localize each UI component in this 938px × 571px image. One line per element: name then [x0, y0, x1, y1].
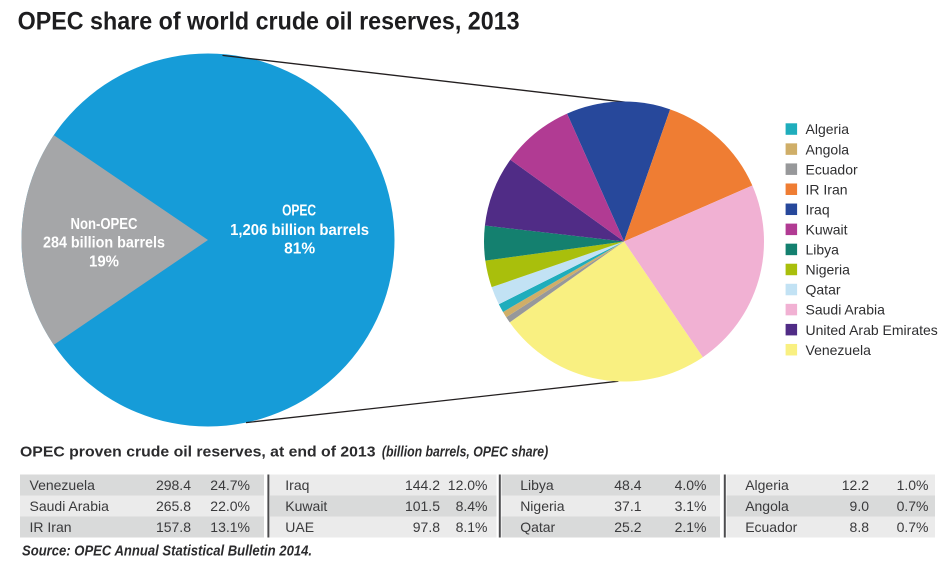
svg-text:9.0: 9.0 — [850, 498, 870, 514]
svg-text:Kuwait: Kuwait — [285, 498, 327, 514]
svg-text:298.4: 298.4 — [156, 477, 191, 493]
svg-text:25.2: 25.2 — [614, 519, 641, 535]
svg-text:United Arab Emirates: United Arab Emirates — [806, 322, 938, 338]
svg-text:19%: 19% — [89, 253, 119, 270]
svg-text:Source: OPEC Annual Statistica: Source: OPEC Annual Statistical Bulletin… — [22, 544, 312, 560]
svg-text:Iraq: Iraq — [285, 477, 309, 493]
svg-text:Ecuador: Ecuador — [745, 519, 797, 535]
svg-text:24.7%: 24.7% — [210, 477, 250, 493]
svg-text:0.7%: 0.7% — [897, 519, 929, 535]
svg-text:284 billion barrels: 284 billion barrels — [43, 234, 165, 251]
svg-text:OPEC proven crude oil reserves: OPEC proven crude oil reserves, at end o… — [20, 444, 376, 461]
svg-text:Qatar: Qatar — [520, 519, 555, 535]
svg-text:12.0%: 12.0% — [448, 477, 488, 493]
svg-text:37.1: 37.1 — [614, 498, 641, 514]
svg-text:Iraq: Iraq — [806, 201, 830, 217]
svg-text:Nigeria: Nigeria — [520, 498, 565, 514]
svg-text:157.8: 157.8 — [156, 519, 191, 535]
svg-text:UAE: UAE — [285, 519, 314, 535]
svg-text:Qatar: Qatar — [806, 282, 841, 298]
svg-text:Kuwait: Kuwait — [806, 222, 848, 238]
svg-text:0.7%: 0.7% — [897, 498, 929, 514]
svg-text:81%: 81% — [284, 240, 315, 257]
svg-text:2.1%: 2.1% — [675, 519, 707, 535]
svg-text:8.8: 8.8 — [850, 519, 870, 535]
svg-text:Algeria: Algeria — [745, 477, 789, 493]
svg-text:Nigeria: Nigeria — [806, 262, 851, 278]
svg-text:3.1%: 3.1% — [675, 498, 707, 514]
svg-text:OPEC share of world crude oil: OPEC share of world crude oil reserves, … — [18, 7, 520, 35]
svg-text:Ecuador: Ecuador — [806, 161, 858, 177]
svg-text:Angola: Angola — [745, 498, 789, 514]
svg-text:265.8: 265.8 — [156, 498, 191, 514]
svg-text:8.4%: 8.4% — [456, 498, 488, 514]
svg-text:IR Iran: IR Iran — [30, 519, 72, 535]
svg-text:Venezuela: Venezuela — [30, 477, 96, 493]
svg-text:Non-OPEC: Non-OPEC — [71, 216, 138, 233]
svg-text:4.0%: 4.0% — [675, 477, 707, 493]
svg-text:IR Iran: IR Iran — [806, 181, 848, 197]
svg-text:97.8: 97.8 — [413, 519, 440, 535]
svg-text:Saudi Arabia: Saudi Arabia — [30, 498, 110, 514]
svg-text:(billion barrels, OPEC share): (billion barrels, OPEC share) — [382, 444, 548, 461]
svg-text:13.1%: 13.1% — [210, 519, 250, 535]
svg-text:Saudi Arabia: Saudi Arabia — [806, 302, 886, 318]
svg-text:101.5: 101.5 — [405, 498, 440, 514]
svg-text:12.2: 12.2 — [842, 477, 869, 493]
svg-text:Angola: Angola — [806, 141, 850, 157]
svg-text:Libya: Libya — [806, 242, 840, 258]
svg-text:Venezuela: Venezuela — [806, 342, 872, 358]
svg-text:144.2: 144.2 — [405, 477, 440, 493]
svg-text:48.4: 48.4 — [614, 477, 641, 493]
svg-text:22.0%: 22.0% — [210, 498, 250, 514]
svg-text:Algeria: Algeria — [806, 121, 850, 137]
svg-text:1,206 billion barrels: 1,206 billion barrels — [230, 222, 369, 239]
svg-text:8.1%: 8.1% — [456, 519, 488, 535]
svg-text:Libya: Libya — [520, 477, 554, 493]
svg-text:1.0%: 1.0% — [897, 477, 929, 493]
svg-text:OPEC: OPEC — [282, 203, 316, 220]
